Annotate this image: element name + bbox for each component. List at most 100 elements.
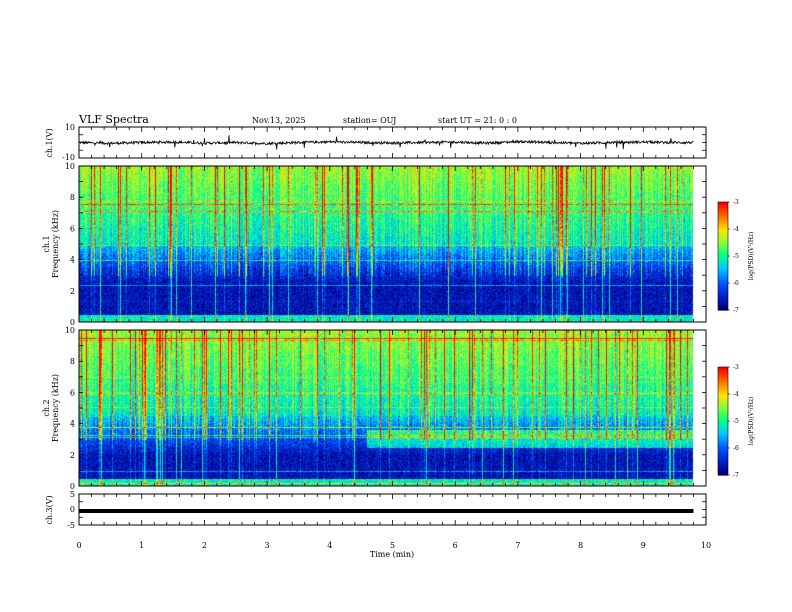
x-tick-label: 1 <box>139 541 144 550</box>
colorbar-swatch <box>718 457 728 460</box>
ch1-ytick-top: 10 <box>65 123 75 132</box>
colorbar-swatch <box>718 208 728 211</box>
y-tick-label: 6 <box>70 224 75 233</box>
y-tick-label: 4 <box>70 420 75 429</box>
colorbar-swatch <box>718 419 728 422</box>
colorbar-swatch <box>718 385 728 388</box>
figure-title: VLF Spectra <box>78 113 149 126</box>
colorbar-swatch <box>718 308 728 311</box>
colorbar-swatch <box>718 240 728 243</box>
time-axis-tick-labels: 0 1 2 3 4 5 6 7 8 9 10 <box>76 541 711 550</box>
colorbar-swatch <box>718 234 728 237</box>
colorbar-swatch <box>718 298 728 301</box>
ch3-ytick-bottom: -5 <box>67 521 75 530</box>
colorbar-swatch <box>718 290 728 293</box>
colorbar-swatch <box>718 300 728 303</box>
colorbar-swatch <box>718 272 728 275</box>
colorbar-swatch <box>718 373 728 376</box>
colorbar-swatch <box>718 393 728 396</box>
colorbar-swatch <box>718 429 728 432</box>
colorbar-swatch <box>718 435 728 438</box>
colorbar-swatch <box>718 407 728 410</box>
colorbar-swatch <box>718 256 728 259</box>
colorbar-swatch <box>718 220 728 223</box>
colorbar-swatch <box>718 260 728 263</box>
colorbar-swatch <box>718 383 728 386</box>
colorbar-swatch <box>718 268 728 271</box>
colorbar-swatch <box>718 465 728 468</box>
colorbar-tick-label: -7 <box>733 472 739 479</box>
x-tick-label: 4 <box>327 541 332 550</box>
colorbar-swatch <box>718 286 728 289</box>
colorbar-swatch <box>718 246 728 249</box>
colorbar-swatch <box>718 459 728 462</box>
colorbar-swatch <box>718 212 728 215</box>
colorbar-swatch <box>718 232 728 235</box>
colorbar-swatch <box>718 296 728 299</box>
ch1-colorbar: -3 -4 -5 -6 -7 log(PSD)(V²/Hz) <box>717 199 755 314</box>
ch2-spectrogram-ylabel-frequency: Frequency (kHz) <box>51 374 60 442</box>
x-tick-label: 2 <box>202 541 207 550</box>
colorbar-swatch <box>718 453 728 456</box>
y-tick-label: 8 <box>70 193 75 202</box>
colorbar-swatch <box>718 431 728 434</box>
colorbar-swatch <box>718 270 728 273</box>
ch1-spectrogram-ylabel-channel: ch.1 <box>42 235 51 252</box>
ch1-waveform-ticks <box>78 126 707 159</box>
x-tick-label: 10 <box>701 541 711 550</box>
colorbar-tick-label: -3 <box>733 199 739 206</box>
colorbar-swatch <box>718 443 728 446</box>
colorbar-swatch <box>718 202 728 205</box>
colorbar-swatch <box>718 403 728 406</box>
ch3-waveform-ylabel: ch.3(V) <box>45 495 54 524</box>
colorbar-swatch <box>718 441 728 444</box>
colorbar-swatch <box>718 226 728 229</box>
colorbar-swatch <box>718 280 728 283</box>
colorbar-swatch <box>718 367 728 370</box>
colorbar-swatch <box>718 284 728 287</box>
ch3-waveform-ticks <box>78 493 707 526</box>
colorbar-swatch <box>718 391 728 394</box>
colorbar-swatch <box>718 399 728 402</box>
colorbar-swatch <box>718 230 728 233</box>
ch3-ytick-top: 5 <box>70 490 75 499</box>
x-tick-label: 6 <box>453 541 458 550</box>
colorbar-swatch <box>718 387 728 390</box>
colorbar-swatch <box>718 449 728 452</box>
colorbar-swatch <box>718 222 728 225</box>
colorbar-tick-label: -7 <box>733 307 739 314</box>
colorbar-label: log(PSD)(V²/Hz) <box>748 397 755 446</box>
ch1-spectrogram-ylabel-frequency: Frequency (kHz) <box>51 210 60 278</box>
colorbar-swatch <box>718 218 728 221</box>
colorbar-swatch <box>718 278 728 281</box>
colorbar-swatch <box>718 405 728 408</box>
colorbar-swatch <box>718 210 728 213</box>
ch2-colorbar: -3 -4 -5 -6 -7 log(PSD)(V²/Hz) <box>717 364 755 479</box>
ch1-spectrogram-ytick-labels: 0 2 4 6 8 10 <box>65 162 75 327</box>
colorbar-swatch <box>718 451 728 454</box>
x-tick-label: 3 <box>265 541 270 550</box>
colorbar-swatch <box>718 421 728 424</box>
ch1-waveform-line <box>78 135 694 150</box>
colorbar-swatch <box>718 401 728 404</box>
colorbar-swatch <box>718 248 728 251</box>
colorbar-swatch <box>718 224 728 227</box>
colorbar-swatch <box>718 276 728 279</box>
header-station: station= OUJ <box>343 116 396 125</box>
colorbar-swatch <box>718 461 728 464</box>
colorbar-swatch <box>718 409 728 412</box>
colorbar-swatch <box>718 288 728 291</box>
colorbar-swatch <box>718 379 728 382</box>
ch3-waveform-panel: 5 0 -5 ch.3(V) 0 1 2 3 4 5 6 7 8 9 10 Time (min) <box>45 490 711 559</box>
colorbar-swatch <box>718 204 728 207</box>
ch1-ytick-bottom: -10 <box>62 153 75 162</box>
colorbar-swatch <box>718 397 728 400</box>
x-tick-label: 7 <box>515 541 520 550</box>
y-tick-label: 8 <box>70 357 75 366</box>
colorbar-swatch <box>718 473 728 476</box>
colorbar-swatch <box>718 236 728 239</box>
colorbar-swatch <box>718 292 728 295</box>
colorbar-swatch <box>718 411 728 414</box>
y-tick-label: 2 <box>70 451 75 460</box>
